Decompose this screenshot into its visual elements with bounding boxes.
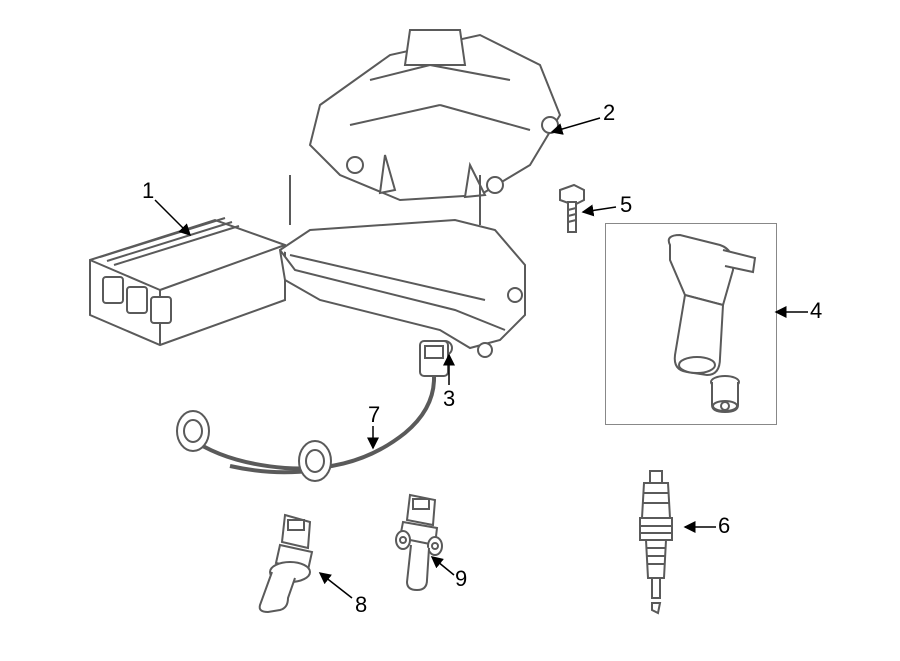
callout-label-1: 1 xyxy=(142,178,154,204)
callout-label-9: 9 xyxy=(455,566,467,592)
callout-label-3: 3 xyxy=(443,386,455,412)
part-engine-control-module xyxy=(85,215,290,350)
callout-label-7: 7 xyxy=(368,402,380,428)
part-crankshaft-sensor xyxy=(250,510,335,615)
part-support-brace xyxy=(275,170,535,360)
part-spark-plug xyxy=(630,468,685,618)
part-camshaft-sensor xyxy=(385,490,460,595)
parts-diagram-canvas: 1 2 3 4 5 6 7 8 9 xyxy=(0,0,900,661)
callout-label-6: 6 xyxy=(718,513,730,539)
callout-label-5: 5 xyxy=(620,192,632,218)
callout-label-4: 4 xyxy=(810,298,822,324)
part-bolt xyxy=(552,182,592,237)
callout-label-8: 8 xyxy=(355,592,367,618)
part-knock-sensor-harness xyxy=(175,338,470,493)
callout-label-2: 2 xyxy=(603,100,615,126)
part-ignition-coil xyxy=(615,230,765,415)
